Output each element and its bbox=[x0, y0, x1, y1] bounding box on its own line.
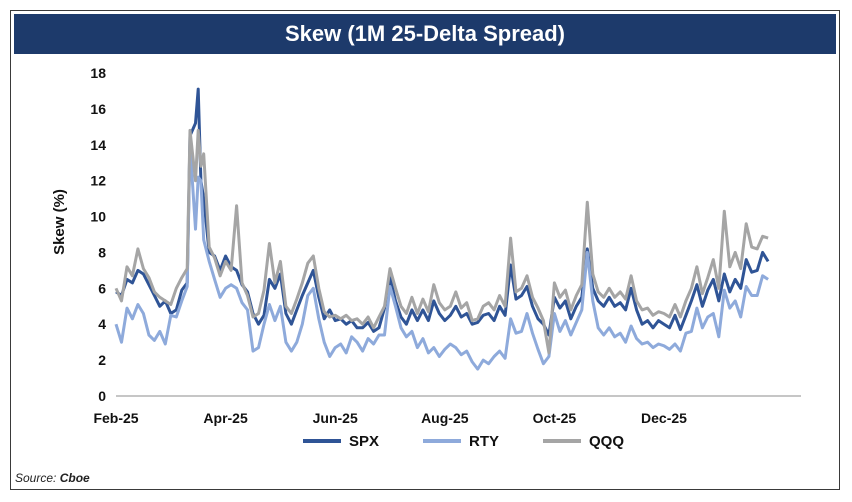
x-tick-label: Apr-25 bbox=[203, 410, 248, 426]
chart-frame bbox=[10, 10, 840, 490]
chart-title: Skew (1M 25-Delta Spread) bbox=[14, 14, 836, 54]
x-axis: Feb-25 Apr-25 Jun-25 Aug-25 Oct-25 Dec-25 bbox=[93, 395, 801, 426]
source-label: Source: bbox=[15, 471, 57, 485]
y-tick-label: 0 bbox=[98, 388, 106, 404]
y-axis: 0 2 4 6 8 10 12 14 16 18 bbox=[90, 65, 106, 404]
source-value: Cboe bbox=[59, 471, 90, 485]
y-tick-label: 4 bbox=[98, 316, 106, 332]
x-tick-label: Jun-25 bbox=[313, 410, 358, 426]
x-tick-label: Dec-25 bbox=[641, 410, 687, 426]
series-line-spx bbox=[115, 87, 770, 337]
x-tick-label: Oct-25 bbox=[533, 410, 577, 426]
series-line-rty bbox=[114, 143, 769, 371]
y-tick-label: 12 bbox=[90, 173, 106, 189]
series-line-qqq bbox=[114, 128, 769, 355]
legend-label-rty: RTY bbox=[469, 433, 499, 450]
y-tick-label: 18 bbox=[90, 65, 106, 81]
y-tick-label: 8 bbox=[98, 244, 106, 260]
x-tick-label: Aug-25 bbox=[421, 410, 469, 426]
y-axis-label: Skew (%) bbox=[51, 189, 68, 255]
y-tick-label: 10 bbox=[90, 209, 106, 225]
series-lines bbox=[114, 87, 770, 371]
legend-label-spx: SPX bbox=[349, 433, 379, 450]
y-tick-label: 16 bbox=[90, 101, 106, 117]
legend-label-qqq: QQQ bbox=[589, 433, 624, 450]
y-tick-label: 2 bbox=[98, 352, 106, 368]
x-tick-label: Feb-25 bbox=[93, 410, 138, 426]
y-tick-label: 14 bbox=[90, 137, 106, 153]
source-note: Source: Cboe bbox=[15, 471, 90, 485]
legend: SPX RTY QQQ bbox=[303, 433, 624, 450]
y-tick-label: 6 bbox=[98, 280, 106, 296]
